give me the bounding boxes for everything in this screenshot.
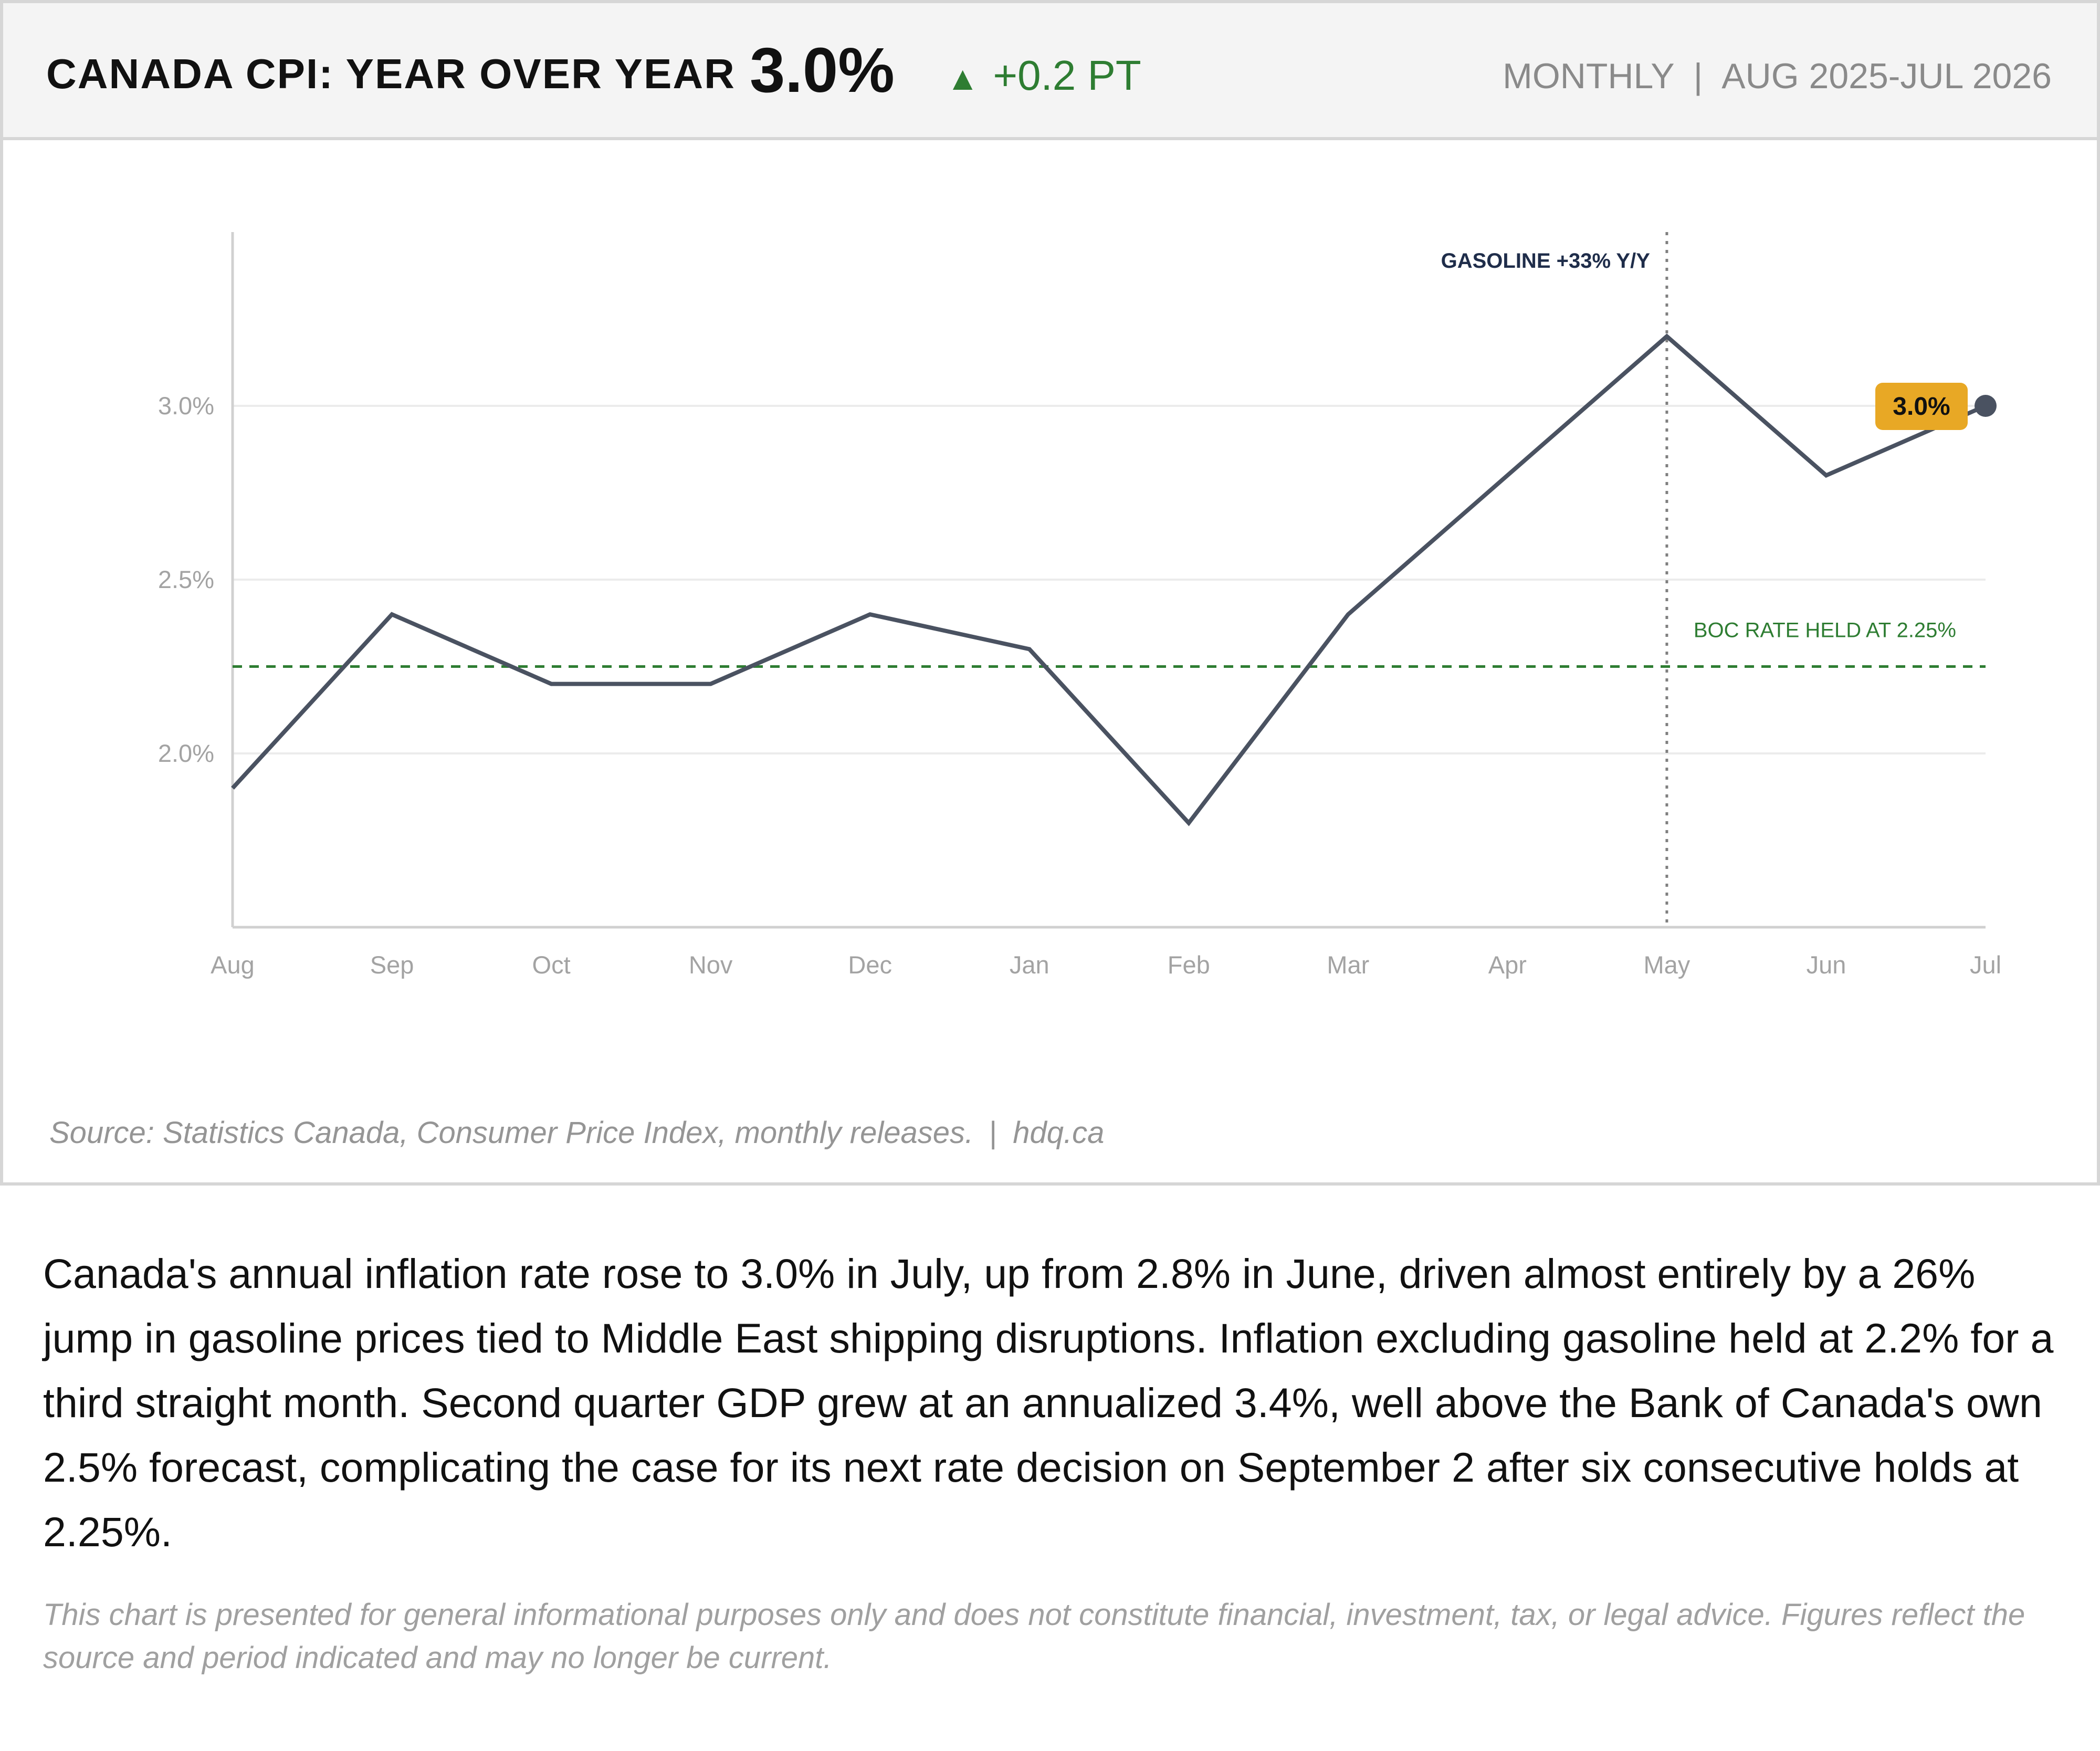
x-tick-label: Apr (1488, 951, 1527, 979)
y-tick-label: 3.0% (158, 392, 214, 420)
up-arrow-icon: ▲ (946, 59, 980, 97)
chart-card: CANADA CPI: YEAR OVER YEAR 3.0% ▲ +0.2 PT… (0, 0, 2100, 1186)
summary-text: Canada's annual inflation rate rose to 3… (43, 1250, 2054, 1555)
y-tick-label: 2.0% (158, 739, 214, 767)
change-value: +0.2 PT (993, 52, 1141, 99)
source-site: hdq.ca (1013, 1116, 1105, 1150)
frequency-label: MONTHLY (1503, 56, 1675, 96)
period-info: MONTHLY | AUG 2025-JUL 2026 (1503, 56, 2052, 97)
headline-value: 3.0% (750, 34, 895, 106)
x-tick-label: May (1644, 951, 1690, 979)
cpi-series-line (231, 333, 1987, 826)
disclaimer-text: This chart is presented for general info… (43, 1598, 2025, 1675)
source-note: Source: Statistics Canada, Consumer Pric… (49, 1115, 1104, 1150)
latest-data-point (1975, 395, 1997, 417)
x-tick-label: Oct (532, 951, 571, 979)
x-tick-label: Jun (1807, 951, 1846, 979)
latest-value-badge (1875, 383, 1968, 430)
chart-header: CANADA CPI: YEAR OVER YEAR 3.0% ▲ +0.2 PT… (3, 3, 2097, 140)
latest-value-label: 3.0% (1893, 393, 1950, 421)
x-tick-label: Dec (848, 951, 892, 979)
chart-title: CANADA CPI: YEAR OVER YEAR (46, 50, 736, 97)
x-tick-label: Jan (1010, 951, 1049, 979)
event-marker-label: GASOLINE +33% Y/Y (1441, 249, 1651, 272)
meta-separator: | (1693, 56, 1703, 96)
source-separator: | (989, 1116, 998, 1150)
source-text: Source: Statistics Canada, Consumer Pric… (49, 1116, 974, 1150)
x-tick-label: Aug (211, 951, 255, 979)
x-tick-label: Nov (689, 951, 733, 979)
reference-line-label: BOC RATE HELD AT 2.25% (1694, 619, 1956, 642)
x-tick-label: Mar (1327, 951, 1369, 979)
period-label: AUG 2025-JUL 2026 (1721, 56, 2052, 96)
x-tick-label: Feb (1168, 951, 1210, 979)
change-indicator: ▲ +0.2 PT (946, 51, 1141, 100)
x-tick-label: Sep (370, 951, 414, 979)
cpi-line-chart: 2.0% 2.5% 3.0% Aug Sep Oct Nov Dec Jan Feb Mar Apr M… (158, 232, 2001, 979)
x-tick-label: Jul (1970, 951, 2001, 979)
y-tick-label: 2.5% (158, 565, 214, 593)
